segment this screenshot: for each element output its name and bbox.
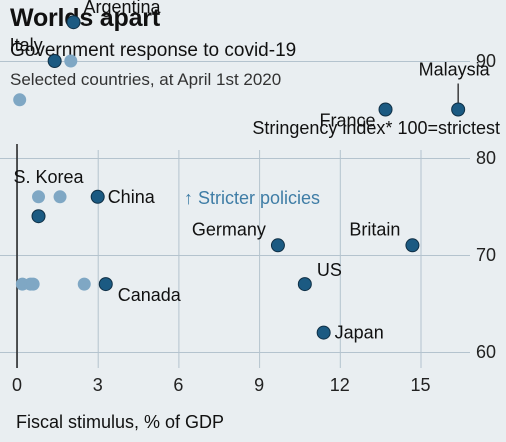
data-label-us: US xyxy=(317,260,342,280)
data-label-germany: Germany xyxy=(192,219,266,239)
x-tick-label-6: 6 xyxy=(173,375,183,395)
data-label-italy: Italy xyxy=(10,35,43,55)
data-point-argentina xyxy=(66,15,81,30)
data-label-japan: Japan xyxy=(335,323,384,343)
data-point-unlabelled-1 xyxy=(64,54,78,68)
data-point-unlabelled-2 xyxy=(32,190,46,204)
data-label-china: China xyxy=(108,187,156,207)
data-point-britain xyxy=(405,238,420,253)
x-tick-label-12: 12 xyxy=(330,375,350,395)
data-point-china xyxy=(90,189,105,204)
y-tick-label-80: 80 xyxy=(476,148,496,168)
data-point-italy xyxy=(47,54,62,68)
data-label-argentina: Argentina xyxy=(83,0,161,17)
data-point-s-korea xyxy=(31,209,46,224)
data-point-unlabelled-0 xyxy=(13,93,27,107)
data-point-germany xyxy=(270,238,285,253)
data-point-malaysia xyxy=(451,102,466,117)
data-point-unlabelled-6 xyxy=(26,277,40,291)
stricter-policies-annotation: ↑ Stricter policies xyxy=(184,188,320,208)
y-tick-label-60: 60 xyxy=(476,342,496,362)
x-tick-label-3: 3 xyxy=(93,375,103,395)
y-tick-label-90: 90 xyxy=(476,51,496,71)
x-tick-label-0: 0 xyxy=(12,375,22,395)
data-point-canada xyxy=(98,277,113,292)
y-axis-label: Stringency index* 100=strictest xyxy=(252,118,500,138)
data-point-unlabelled-7 xyxy=(77,277,91,291)
y-tick-label-70: 70 xyxy=(476,245,496,265)
data-label-britain: Britain xyxy=(349,219,400,239)
data-point-japan xyxy=(316,325,331,340)
data-point-france xyxy=(378,102,393,117)
data-label-france: France xyxy=(319,111,375,131)
x-tick-label-9: 9 xyxy=(254,375,264,395)
chart-title: Worlds apart xyxy=(10,4,160,32)
data-point-unlabelled-3 xyxy=(53,190,67,204)
data-label-canada: Canada xyxy=(118,285,182,305)
data-label-malaysia: Malaysia xyxy=(419,60,491,80)
chart-note: Selected countries, at April 1st 2020 xyxy=(10,70,282,89)
x-axis-label: Fiscal stimulus, % of GDP xyxy=(16,412,224,432)
chart-subtitle: Government response to covid-19 xyxy=(10,40,297,61)
data-point-us xyxy=(297,277,312,292)
data-label-s-korea: S. Korea xyxy=(13,167,84,187)
x-tick-label-15: 15 xyxy=(410,375,430,395)
